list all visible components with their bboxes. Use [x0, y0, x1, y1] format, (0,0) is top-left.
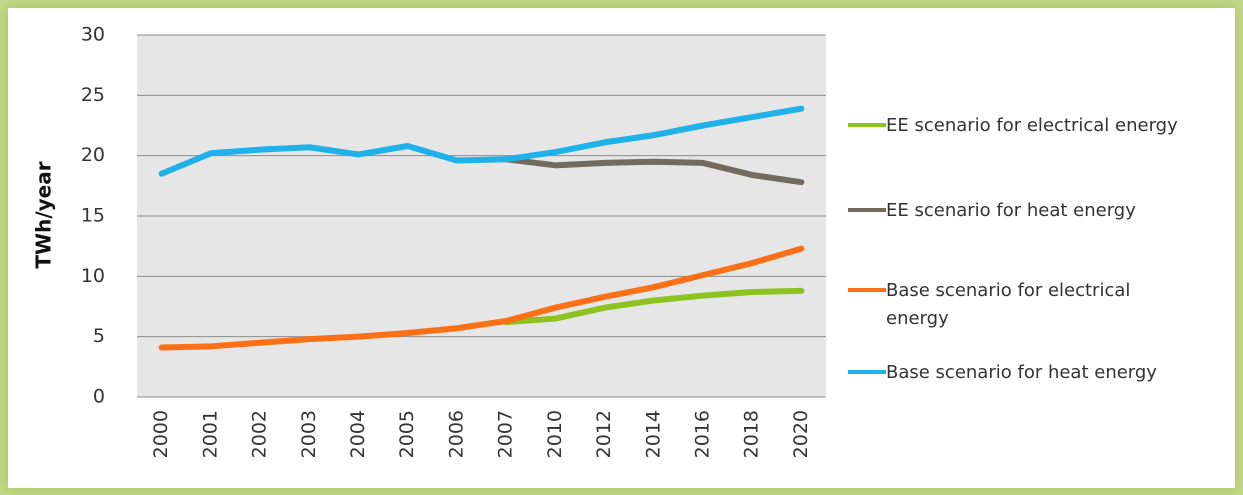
- x-tick-label: 2001: [199, 410, 221, 458]
- legend-swatch: [848, 208, 886, 212]
- x-tick-label: 2004: [347, 410, 369, 458]
- x-tick-label: 2014: [642, 410, 664, 458]
- x-tick-label: 2018: [741, 410, 763, 458]
- y-tick-label: 15: [81, 205, 105, 227]
- legend-swatch: [848, 123, 886, 127]
- y-tick-label: 30: [81, 24, 105, 46]
- x-tick-label: 2006: [445, 410, 467, 458]
- y-tick-label: 0: [93, 386, 105, 408]
- x-tick-label: 2000: [150, 410, 172, 458]
- line-series: [158, 245, 805, 351]
- legend-swatch: [848, 370, 886, 374]
- legend-item: Base scenario for electrical energy: [848, 277, 1191, 333]
- y-axis-label: TWh/year: [32, 161, 56, 268]
- x-tick-label: 2010: [544, 410, 566, 458]
- legend-item: EE scenario for electrical energy: [848, 112, 1191, 140]
- x-tick-label: 2005: [396, 410, 418, 458]
- line-series: [158, 105, 805, 177]
- x-tick-label: 2002: [249, 410, 271, 458]
- line-series: [503, 156, 805, 186]
- legend-label: Base scenario for electrical energy: [886, 280, 1131, 329]
- x-tick-label: 2007: [495, 410, 517, 458]
- legend-swatch: [848, 288, 886, 292]
- x-tick-label: 2003: [298, 410, 320, 458]
- legend-label: EE scenario for electrical energy: [886, 115, 1178, 136]
- y-tick-label: 10: [81, 265, 105, 287]
- y-tick-label: 25: [81, 84, 105, 106]
- x-tick-label: 2012: [593, 410, 615, 458]
- y-tick-label: 5: [93, 325, 105, 347]
- legend-item: Base scenario for heat energy: [848, 359, 1191, 387]
- y-tick-label: 20: [81, 144, 105, 166]
- legend-item: EE scenario for heat energy: [848, 197, 1191, 225]
- x-tick-label: 2020: [790, 410, 812, 458]
- legend-label: EE scenario for heat energy: [886, 200, 1136, 221]
- x-tick-label: 2016: [691, 410, 713, 458]
- line-series: [503, 287, 805, 326]
- legend-label: Base scenario for heat energy: [886, 362, 1157, 383]
